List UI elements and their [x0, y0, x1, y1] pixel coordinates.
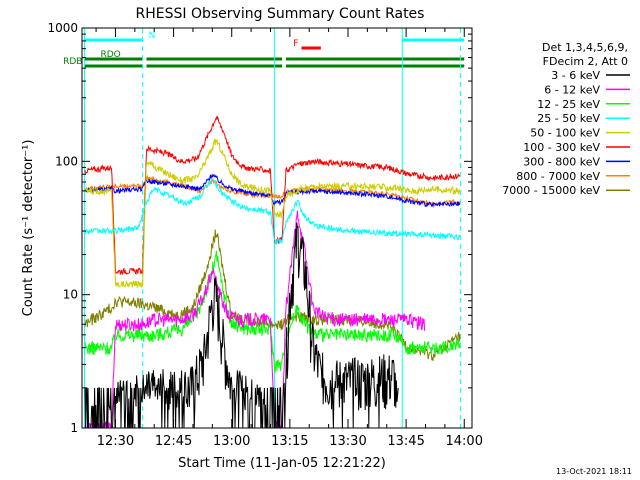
legend-entry-label: 25 - 50 keV — [537, 112, 600, 125]
status-bars: N F RDO RDB — [63, 31, 465, 68]
y-tick-label: 1 — [70, 421, 78, 435]
x-tick-label: 14:00 — [446, 434, 483, 449]
chart-title: RHESSI Observing Summary Count Rates — [136, 6, 425, 22]
x-tick-label: 13:45 — [387, 434, 424, 449]
axes: 1 10 100 1000 12:30 12:45 13:00 13:15 13:30 13:45… — [47, 21, 483, 449]
series-line-3-6-kev — [84, 222, 399, 429]
x-tick-label: 12:30 — [97, 434, 134, 449]
status-label-n: N — [149, 31, 156, 41]
series-line-25-50-kev — [84, 178, 461, 245]
series-line-100-300-kev — [84, 115, 461, 276]
legend-entry-label: 300 - 800 keV — [523, 155, 600, 168]
legend-entry-label: 3 - 6 keV — [551, 69, 600, 82]
legend-header-line: FDecim 2, Att 0 — [543, 55, 628, 68]
series-lines — [84, 115, 461, 430]
legend-entry-label: 12 - 25 keV — [537, 98, 600, 111]
series-line-7000-15000-kev — [84, 229, 461, 361]
series-line-800-7000-kev — [84, 174, 461, 207]
y-tick-label: 100 — [55, 154, 78, 168]
status-label-rdo: RDO — [100, 50, 120, 60]
timestamp: 13-Oct-2021 18:11 — [556, 467, 632, 476]
status-label-rdb: RDB — [63, 57, 82, 67]
legend-entry-label: 7000 - 15000 keV — [502, 184, 600, 197]
x-axis-label: Start Time (11-Jan-05 12:21:22) — [178, 456, 386, 471]
legend-entry-label: 800 - 7000 keV — [516, 170, 600, 183]
legend-header-line: Det 1,3,4,5,6,9, — [542, 41, 628, 54]
x-tick-label: 13:00 — [213, 434, 250, 449]
x-tick-label: 13:30 — [329, 434, 366, 449]
status-label-f: F — [293, 39, 298, 49]
x-tick-label: 13:15 — [271, 434, 308, 449]
y-tick-label: 1000 — [47, 21, 78, 35]
series-line-50-100-kev — [84, 138, 461, 289]
legend: Det 1,3,4,5,6,9,FDecim 2, Att 03 - 6 keV… — [502, 41, 630, 197]
legend-entry-label: 50 - 100 keV — [530, 127, 600, 140]
y-tick-label: 10 — [63, 288, 78, 302]
legend-entry-label: 100 - 300 keV — [523, 141, 600, 154]
legend-entry-label: 6 - 12 keV — [544, 83, 600, 96]
plot-frame — [81, 27, 473, 429]
series-line-6-12-kev — [84, 210, 426, 430]
y-axis-label: Count Rate (s⁻¹ detector⁻¹) — [21, 140, 36, 317]
x-tick-label: 12:45 — [155, 434, 192, 449]
series-line-12-25-kev — [84, 250, 461, 373]
